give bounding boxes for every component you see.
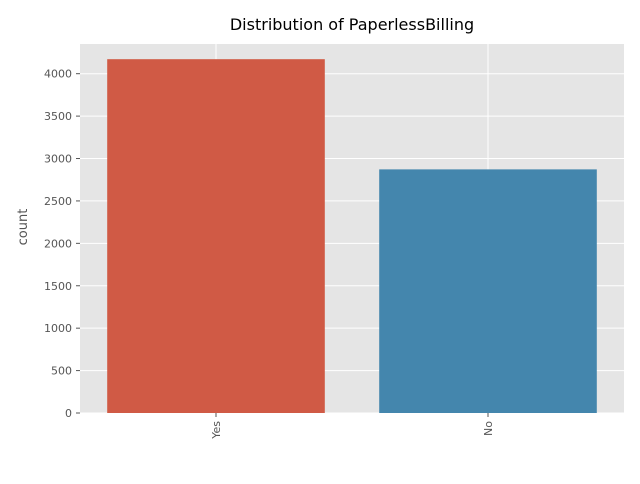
y-tick-label: 2000 — [44, 237, 72, 250]
bar-yes — [107, 59, 325, 413]
y-tick-label: 4000 — [44, 68, 72, 81]
y-tick-label: 3000 — [44, 153, 72, 166]
chart-title: Distribution of PaperlessBilling — [230, 15, 474, 34]
y-tick-label: 2500 — [44, 195, 72, 208]
y-tick-label: 1000 — [44, 322, 72, 335]
y-tick-label: 3500 — [44, 110, 72, 123]
y-tick-label: 500 — [51, 365, 72, 378]
bars — [107, 59, 597, 413]
x-tick-label: No — [482, 421, 495, 436]
y-axis-label: count — [16, 209, 31, 246]
y-axis-ticks: 0 500 1000 1500 2000 2500 3000 3500 4000 — [44, 68, 80, 420]
y-tick-label: 0 — [65, 407, 72, 420]
y-tick-label: 1500 — [44, 280, 72, 293]
bar-no — [379, 169, 597, 413]
x-tick-label: Yes — [210, 421, 223, 440]
x-axis-ticks: Yes No — [210, 413, 495, 440]
